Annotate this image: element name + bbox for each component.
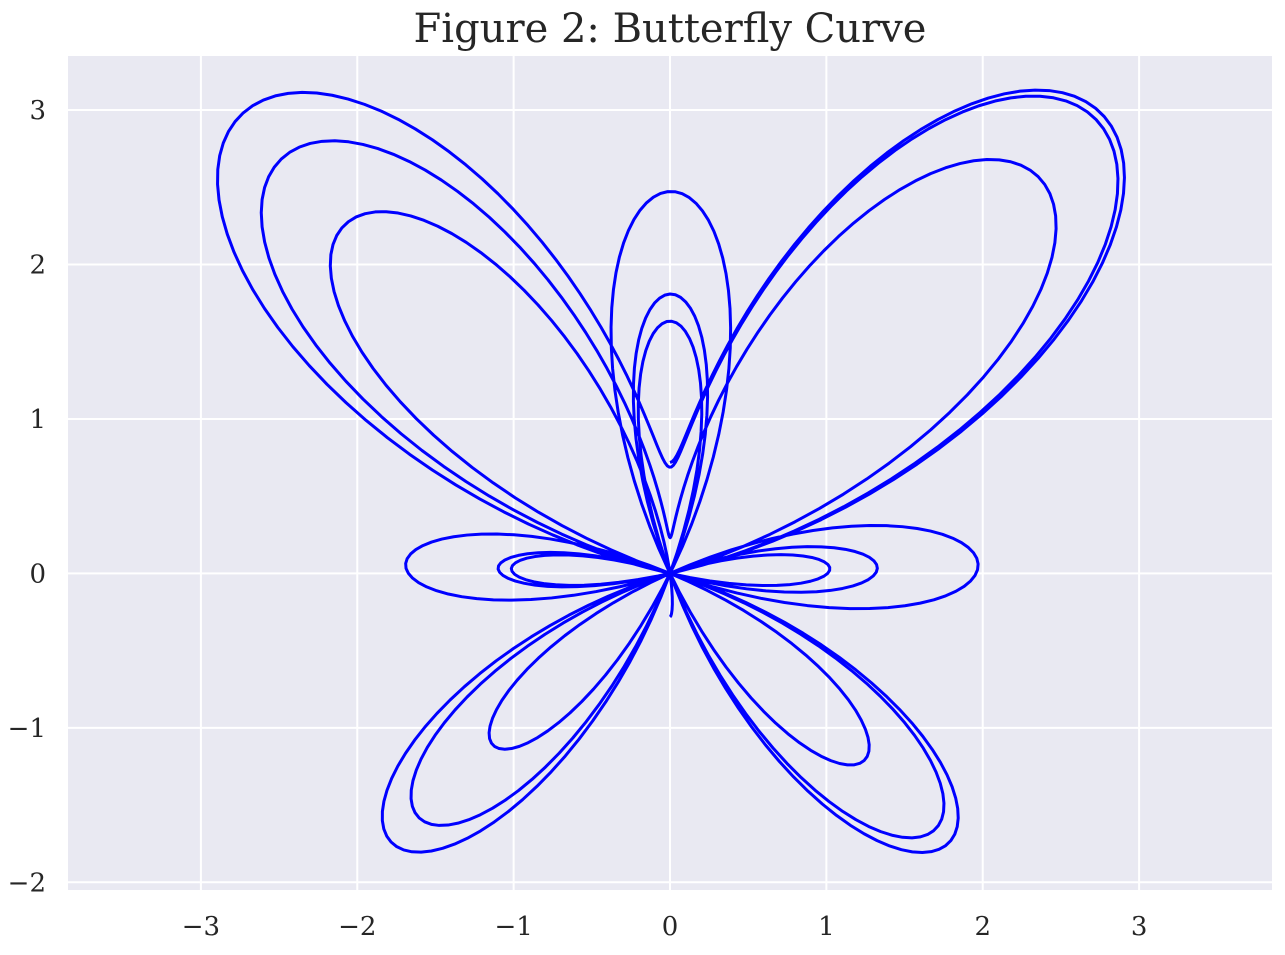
y-tick-label: 3	[29, 96, 46, 126]
x-tick-label: 3	[1131, 912, 1148, 942]
x-tick-label: −1	[494, 912, 532, 942]
x-tick-label: 1	[818, 912, 835, 942]
x-tick-label: −3	[182, 912, 220, 942]
series-layer	[216, 88, 1126, 855]
y-tick-label: 0	[29, 559, 46, 589]
y-tick-label: 2	[29, 251, 46, 281]
x-tick-label: −2	[338, 912, 376, 942]
x-tick-label: 2	[974, 912, 991, 942]
tick-layer: −3 −2 −1 0 1 2 3 −2 −1 0 1 2 3	[8, 96, 1148, 942]
chart-title: Figure 2: Butterfly Curve	[414, 6, 927, 52]
y-tick-label: −2	[8, 868, 46, 898]
x-tick-label: 0	[662, 912, 679, 942]
y-tick-label: 1	[29, 405, 46, 435]
butterfly-curve-line	[216, 88, 1126, 855]
y-tick-label: −1	[8, 714, 46, 744]
